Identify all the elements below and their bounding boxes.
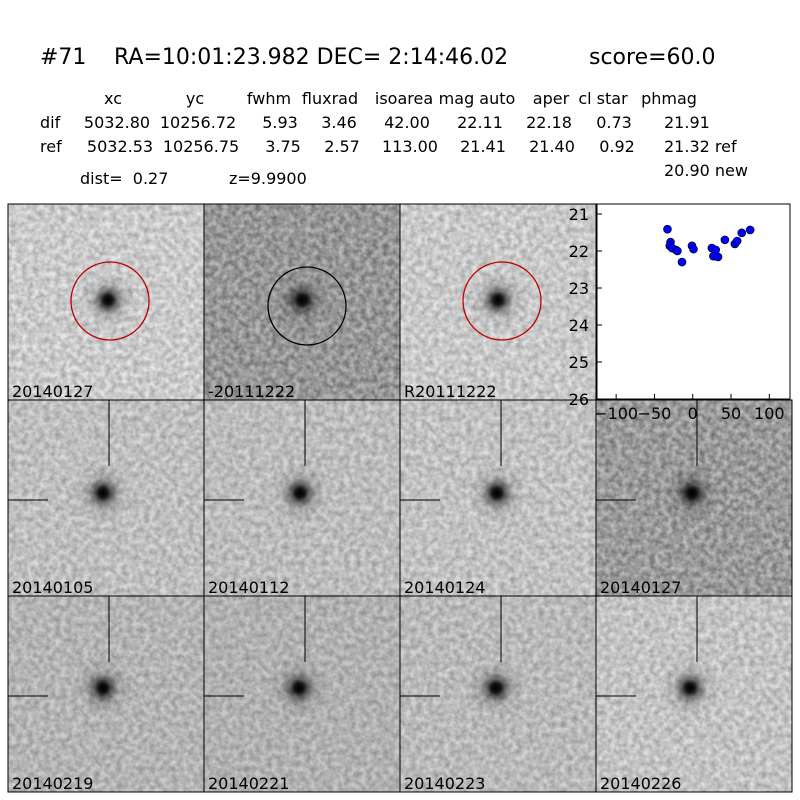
table-cell: 5.93: [262, 113, 298, 132]
table-cell: 10256.75: [163, 137, 239, 156]
stamp-star: [675, 673, 705, 703]
table-cell: 3.46: [321, 113, 357, 132]
x-tick-label: 0: [688, 404, 698, 423]
stamp-label: 20140124: [404, 578, 485, 597]
x-tick-label: −50: [638, 404, 672, 423]
table-cell: dif: [40, 113, 61, 132]
stamp-frame: [595, 595, 793, 793]
table-cell: ref: [40, 137, 62, 156]
point: [677, 257, 687, 267]
aperture: [70, 261, 150, 341]
stamp-star: [482, 478, 512, 508]
z: z=9.9900: [229, 169, 307, 188]
stamp-label: R20111222: [404, 382, 497, 401]
table-cell: 21.40: [529, 137, 575, 156]
stamp-label: -20111222: [208, 382, 295, 401]
aperture: [462, 261, 542, 341]
stamp-label: 20140105: [12, 578, 93, 597]
table-cell: 21.41: [460, 137, 506, 156]
y-tick-label: 22: [569, 242, 589, 261]
stamp-star: [284, 673, 314, 703]
table-cell: 21.91: [664, 113, 710, 132]
coords: RA=10:01:23.982 DEC= 2:14:46.02: [114, 45, 508, 70]
y-tick-label: 23: [569, 279, 589, 298]
stamp-star: [285, 478, 315, 508]
table-cell: 113.00: [382, 137, 438, 156]
table-cell: 5032.53: [87, 137, 153, 156]
plot-bg: [596, 203, 791, 400]
table-cell: 3.75: [265, 137, 301, 156]
stamp-star: [677, 478, 707, 508]
stamp-label: 20140112: [208, 578, 289, 597]
y-tick-label: 24: [569, 316, 589, 335]
point: [732, 236, 742, 246]
stamp-star: [93, 285, 123, 315]
stamp-label: 20140127: [600, 578, 681, 597]
stamp-label: 20140127: [12, 382, 93, 401]
stamp-star: [287, 285, 317, 315]
stamp-star: [88, 673, 118, 703]
stamp-star: [481, 673, 511, 703]
stamp-star: [88, 478, 118, 508]
aperture: [267, 266, 347, 346]
table-cell: 5032.80: [84, 113, 150, 132]
table-cell: 10256.72: [160, 113, 236, 132]
point: [737, 228, 747, 238]
column-header: isoarea: [375, 89, 433, 108]
column-header: fluxrad: [302, 89, 358, 108]
point: [745, 225, 755, 235]
column-header: fwhm: [247, 89, 291, 108]
column-header: xc: [104, 89, 122, 108]
point: [689, 244, 698, 254]
table-cell: 42.00: [384, 113, 430, 132]
x-tick-label: 50: [721, 404, 741, 423]
table-cell: 21.32 ref: [664, 137, 737, 156]
table-cell: 22.11: [457, 113, 503, 132]
point: [720, 235, 730, 245]
x-tick-label: 100: [754, 404, 785, 423]
column-header: yc: [186, 89, 204, 108]
table-cell: 0.92: [599, 137, 635, 156]
table-cell: 2.57: [324, 137, 360, 156]
stamp-label: 20140223: [404, 774, 485, 793]
panels: 20140127 -20111222 R20111222 20140105 201401…: [7, 203, 793, 793]
stamp-star: [483, 285, 513, 315]
y-tick-label: 21: [569, 205, 589, 224]
stamp-label: 20140221: [208, 774, 289, 793]
dist: dist= 0.27: [80, 169, 168, 188]
stamp-label: 20140226: [600, 774, 681, 793]
x-tick-label: −100: [594, 404, 638, 423]
table-cell: 0.73: [596, 113, 632, 132]
column-header: mag auto: [439, 89, 516, 108]
y-tick-label: 25: [569, 353, 589, 372]
extra: 20.90 new: [664, 161, 748, 180]
object-id: #71: [40, 45, 86, 70]
column-header: phmag: [641, 89, 697, 108]
table-cell: 22.18: [526, 113, 572, 132]
point: [713, 252, 723, 262]
score: score=60.0: [589, 45, 716, 70]
column-header: cl star: [578, 89, 628, 108]
y-tick-label: 26: [569, 390, 589, 409]
column-header: aper: [533, 89, 570, 108]
plot: 21 22 23 24 25 26 −100 −50 0 50 100: [569, 203, 791, 423]
point: [673, 246, 682, 256]
stamp-label: 20140219: [12, 774, 93, 793]
point: [663, 224, 672, 234]
